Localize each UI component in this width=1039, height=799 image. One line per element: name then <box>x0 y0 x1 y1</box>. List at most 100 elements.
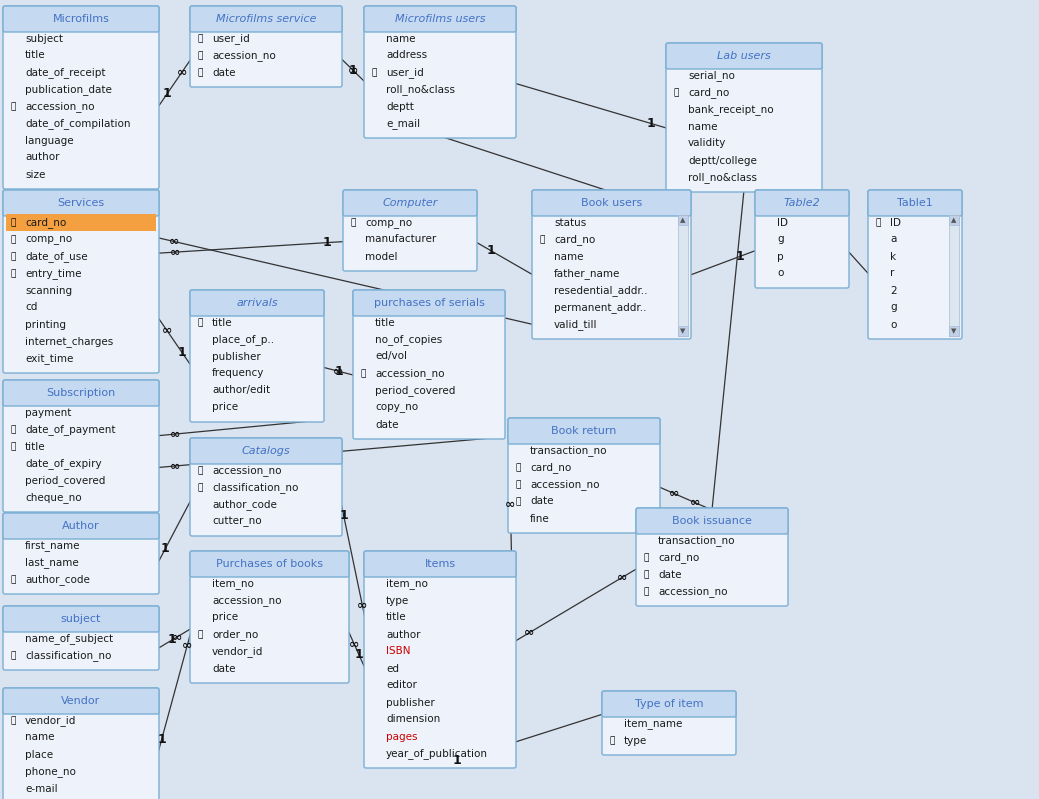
FancyBboxPatch shape <box>190 438 342 536</box>
Text: place_of_p..: place_of_p.. <box>212 334 274 345</box>
FancyBboxPatch shape <box>353 290 505 316</box>
Text: subject: subject <box>61 614 101 624</box>
Text: place: place <box>25 749 53 760</box>
Text: author_code: author_code <box>212 499 276 510</box>
Text: name: name <box>387 34 416 43</box>
FancyBboxPatch shape <box>666 43 822 69</box>
Text: frequency: frequency <box>212 368 264 379</box>
FancyBboxPatch shape <box>3 6 159 189</box>
Bar <box>7 692 159 799</box>
Text: 🔑: 🔑 <box>609 736 615 745</box>
Text: g: g <box>890 303 897 312</box>
Text: title: title <box>25 50 46 61</box>
FancyBboxPatch shape <box>666 43 822 192</box>
Text: publisher: publisher <box>387 698 434 707</box>
Bar <box>194 442 342 536</box>
FancyBboxPatch shape <box>636 508 788 606</box>
Text: cutter_no: cutter_no <box>212 516 262 527</box>
Bar <box>670 47 822 192</box>
Text: editor: editor <box>387 681 417 690</box>
Text: name: name <box>688 121 718 132</box>
Text: ∞: ∞ <box>332 364 343 377</box>
Text: ID: ID <box>777 217 788 228</box>
FancyBboxPatch shape <box>602 691 736 755</box>
FancyBboxPatch shape <box>755 190 849 216</box>
Text: name_of_subject: name_of_subject <box>25 633 113 644</box>
Text: transaction_no: transaction_no <box>530 445 608 456</box>
Text: ed/vol: ed/vol <box>375 352 407 361</box>
Text: classification_no: classification_no <box>25 650 111 661</box>
FancyBboxPatch shape <box>755 190 849 288</box>
Text: Catalogs: Catalogs <box>242 446 290 456</box>
Text: p: p <box>777 252 783 261</box>
Text: author: author <box>25 153 59 162</box>
Text: date: date <box>212 663 236 674</box>
Text: printing: printing <box>25 320 66 329</box>
Bar <box>949 215 959 225</box>
Bar <box>7 517 159 594</box>
Text: comp_no: comp_no <box>25 234 72 244</box>
Text: a: a <box>890 234 897 244</box>
Text: title: title <box>212 317 233 328</box>
Bar <box>949 215 959 336</box>
Bar <box>536 194 691 339</box>
FancyBboxPatch shape <box>508 418 660 444</box>
Text: ∞: ∞ <box>162 324 172 337</box>
FancyBboxPatch shape <box>3 190 159 373</box>
Text: date: date <box>212 67 236 78</box>
Text: valid_till: valid_till <box>554 319 597 330</box>
Text: 2: 2 <box>890 285 897 296</box>
Text: accession_no: accession_no <box>212 465 282 476</box>
Text: year_of_publication: year_of_publication <box>387 748 488 759</box>
Text: title: title <box>375 317 396 328</box>
Text: model: model <box>365 252 398 261</box>
Text: Table2: Table2 <box>783 198 821 208</box>
Text: first_name: first_name <box>25 540 80 551</box>
Text: date_of_payment: date_of_payment <box>25 424 115 435</box>
Text: ed: ed <box>387 663 399 674</box>
Text: 🔑: 🔑 <box>10 425 16 434</box>
Text: 🔑: 🔑 <box>10 651 16 660</box>
Bar <box>194 294 324 422</box>
Bar <box>368 10 516 138</box>
FancyBboxPatch shape <box>190 290 324 316</box>
Text: name: name <box>554 252 584 261</box>
Text: Services: Services <box>57 198 105 208</box>
Text: 🔑: 🔑 <box>515 497 521 506</box>
Text: ▼: ▼ <box>681 328 686 334</box>
FancyBboxPatch shape <box>343 190 477 271</box>
Text: r: r <box>890 268 895 279</box>
Text: 🔑: 🔑 <box>643 570 648 579</box>
FancyBboxPatch shape <box>3 513 159 594</box>
FancyBboxPatch shape <box>3 606 159 632</box>
Bar <box>949 326 959 336</box>
Text: scanning: scanning <box>25 285 72 296</box>
Text: 🔑: 🔑 <box>197 466 203 475</box>
Text: date_of_expiry: date_of_expiry <box>25 458 102 469</box>
Bar <box>678 215 688 225</box>
Text: 1: 1 <box>340 509 348 522</box>
Text: 🔑: 🔑 <box>10 102 16 111</box>
FancyBboxPatch shape <box>3 190 159 216</box>
Text: cd: cd <box>25 303 37 312</box>
Text: 1: 1 <box>453 754 461 767</box>
Text: ∞: ∞ <box>505 498 515 511</box>
Text: purchases of serials: purchases of serials <box>374 298 484 308</box>
Text: 🔑: 🔑 <box>10 252 16 261</box>
Text: ∞: ∞ <box>349 638 359 651</box>
Text: accession_no: accession_no <box>658 586 727 597</box>
Text: dimension: dimension <box>387 714 441 725</box>
Text: validity: validity <box>688 138 726 149</box>
Text: serial_no: serial_no <box>688 70 735 81</box>
Text: k: k <box>890 252 896 261</box>
Text: 1: 1 <box>168 634 177 646</box>
Text: address: address <box>387 50 427 61</box>
FancyBboxPatch shape <box>868 190 962 216</box>
Text: card_no: card_no <box>658 552 699 563</box>
FancyBboxPatch shape <box>3 688 159 714</box>
Text: period_covered: period_covered <box>25 475 105 486</box>
Text: ∞: ∞ <box>169 459 180 472</box>
Text: 1: 1 <box>349 64 357 77</box>
Text: type: type <box>624 736 647 745</box>
Text: acession_no: acession_no <box>212 50 275 61</box>
